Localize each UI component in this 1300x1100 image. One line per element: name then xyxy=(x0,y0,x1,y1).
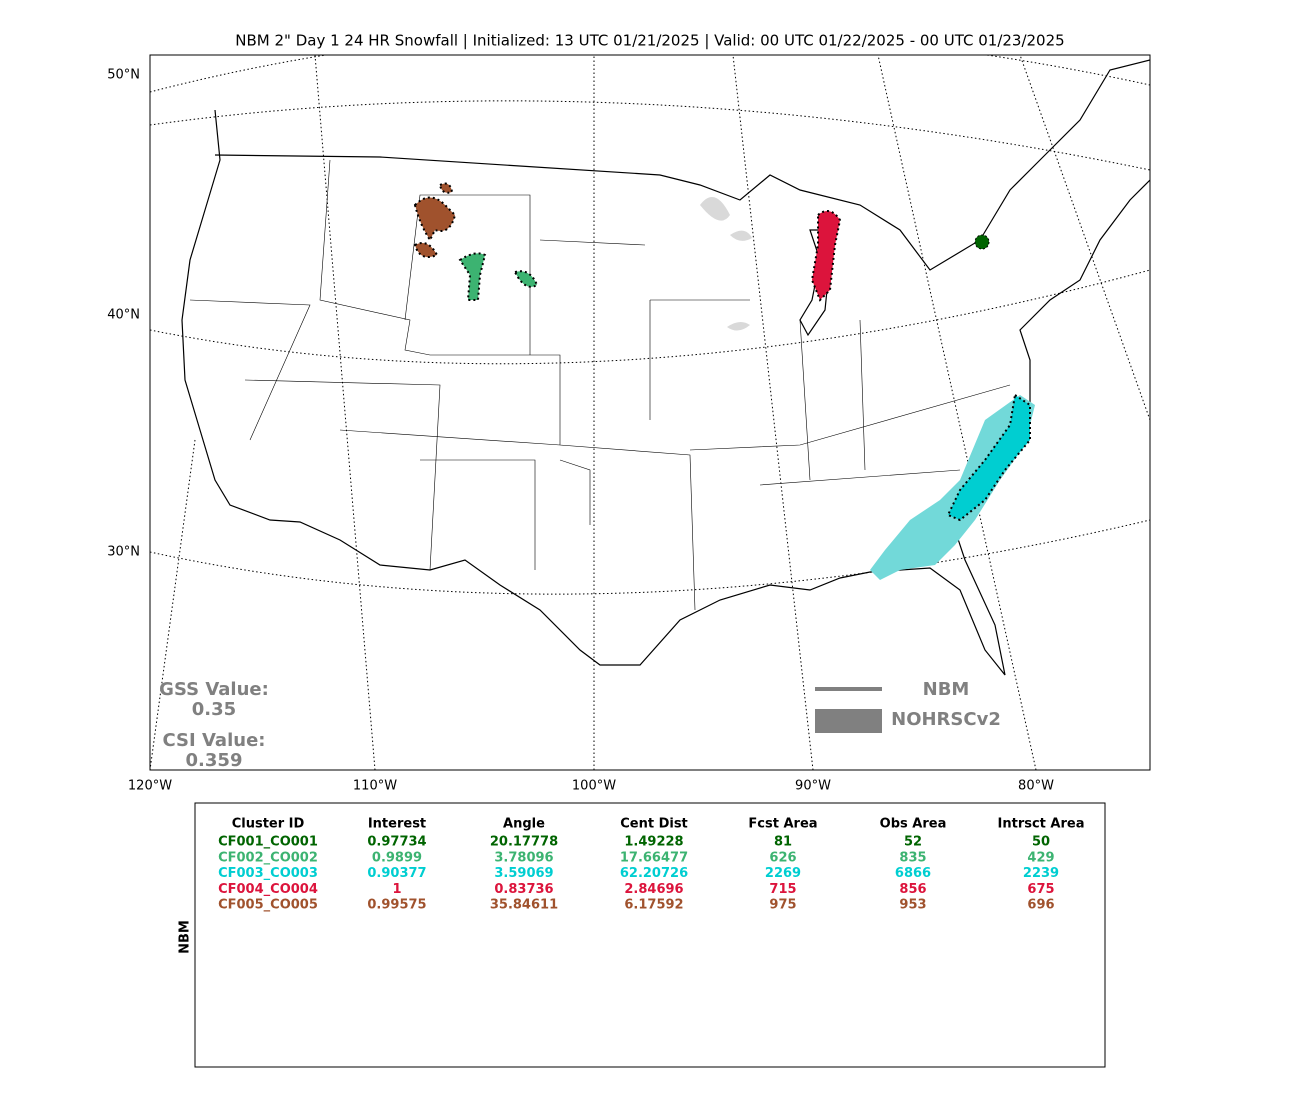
fcst-object xyxy=(946,393,1031,522)
table-cell: CF002_CO002 xyxy=(218,850,318,865)
lon-label: 90°W xyxy=(795,779,831,794)
table-frame xyxy=(194,802,1106,1068)
lon-label: 110°W xyxy=(353,779,397,794)
table-cell: CF004_CO004 xyxy=(218,882,318,897)
table-header: Intrsct Area xyxy=(998,817,1085,832)
table-header: Fcst Area xyxy=(748,817,817,832)
graticule xyxy=(150,269,1150,365)
table-cell: 626 xyxy=(769,850,796,865)
table-cell: 675 xyxy=(1027,882,1054,897)
table-cell: 2269 xyxy=(765,866,801,881)
fcst-object xyxy=(413,182,457,258)
table-header: Interest xyxy=(368,817,426,832)
lon-label: 100°W xyxy=(572,779,616,794)
obs-object xyxy=(700,197,752,331)
table-cell: 696 xyxy=(1027,898,1054,913)
table-cell: 6866 xyxy=(895,866,931,881)
table-cell: 0.9899 xyxy=(372,850,422,865)
table-cell: CF003_CO003 xyxy=(218,866,318,881)
map: 50°N 40°N 30°N 120°W 110°W 100°W 90°W 80… xyxy=(107,54,1151,794)
table-cell: 1.49228 xyxy=(624,835,683,850)
table-cell: 35.84611 xyxy=(490,898,558,913)
map-body xyxy=(150,55,1150,770)
table-header: Obs Area xyxy=(880,817,947,832)
csi-label: CSI Value: xyxy=(163,730,266,751)
fcst-object xyxy=(458,252,539,301)
graticule xyxy=(150,55,1150,93)
table-header: Angle xyxy=(503,817,545,832)
table-cell: 0.99575 xyxy=(367,898,426,913)
csi-value: 0.359 xyxy=(186,750,243,771)
obs-object xyxy=(870,395,1035,580)
gss-label: GSS Value: xyxy=(159,679,269,700)
table-header: Cluster ID xyxy=(232,817,305,832)
table-cell: 715 xyxy=(769,882,796,897)
table-cell: CF001_CO001 xyxy=(218,835,318,850)
lon-label: 120°W xyxy=(128,779,172,794)
table-cell: 62.20726 xyxy=(620,866,688,881)
table-cell: 975 xyxy=(769,898,796,913)
graticule xyxy=(1019,55,1150,421)
table-cell: 6.17592 xyxy=(624,898,683,913)
table-cell: 81 xyxy=(774,835,792,850)
table-cell: 20.17778 xyxy=(490,835,558,850)
legend-label: NBM xyxy=(923,679,970,700)
lat-label: 40°N xyxy=(107,308,140,323)
legend-patch xyxy=(815,709,882,733)
lon-label: 80°W xyxy=(1018,779,1054,794)
table-cell: 52 xyxy=(904,835,922,850)
border xyxy=(214,59,1150,271)
state-lines xyxy=(189,159,1011,611)
table-cell: 3.78096 xyxy=(494,850,553,865)
table-cell: 3.59069 xyxy=(494,866,553,881)
lat-label: 30°N xyxy=(107,545,140,560)
fcst-object xyxy=(974,234,990,250)
table-cell: 2.84696 xyxy=(624,882,683,897)
table-header: Cent Dist xyxy=(620,817,688,832)
table-cell: 2239 xyxy=(1023,866,1059,881)
table-cell: 0.97734 xyxy=(367,835,426,850)
table-cell: 17.66477 xyxy=(620,850,688,865)
map-title: NBM 2" Day 1 24 HR Snowfall | Initialize… xyxy=(235,32,1064,50)
legend-label: NOHRSCv2 xyxy=(891,709,1001,730)
table-cell: CF005_CO005 xyxy=(218,898,318,913)
lat-label: 50°N xyxy=(107,68,140,83)
table-cell: 835 xyxy=(899,850,926,865)
table-cell: 429 xyxy=(1027,850,1054,865)
table-cell: 0.90377 xyxy=(367,866,426,881)
table-cell: 856 xyxy=(899,882,926,897)
gss-value: 0.35 xyxy=(192,699,236,720)
table: NBM Cluster ID Interest Angle Cent Dist Fcst… xyxy=(178,802,1106,1068)
table-side-label: NBM xyxy=(178,920,193,954)
table-cell: 50 xyxy=(1032,835,1050,850)
table-cell: 1 xyxy=(392,882,401,897)
table-cell: 0.83736 xyxy=(494,882,553,897)
fcst-object xyxy=(810,210,842,302)
table-cell: 953 xyxy=(899,898,926,913)
